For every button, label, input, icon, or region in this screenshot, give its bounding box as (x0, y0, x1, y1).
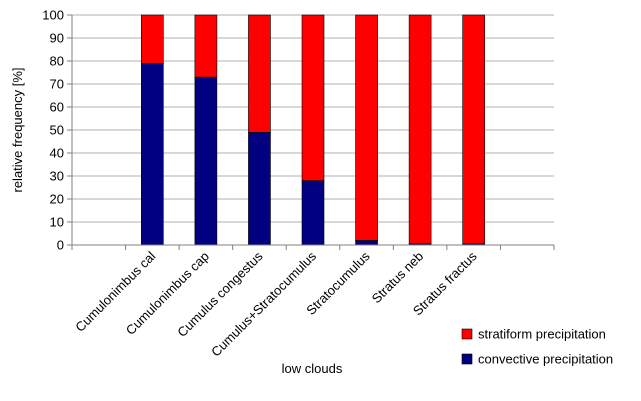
y-tick-label: 20 (50, 192, 64, 207)
y-tick-label: 100 (42, 8, 64, 23)
bars (141, 14, 485, 246)
y-axis-label: relative frequency [%] (10, 67, 25, 192)
bar-segment (301, 14, 325, 181)
bar-segment (408, 14, 432, 245)
bar-segment (194, 76, 218, 246)
legend-swatch (461, 353, 473, 365)
bar-segment (355, 14, 378, 241)
y-tick-label: 0 (57, 238, 64, 253)
y-tick-label: 80 (50, 54, 64, 69)
bar-segment (248, 14, 271, 133)
bar-segment (194, 14, 218, 78)
bar-segment (141, 62, 164, 246)
bar-segment (355, 240, 378, 246)
y-tick-label: 30 (50, 169, 64, 184)
y-tick-label: 10 (50, 215, 64, 230)
bar-segment (141, 14, 164, 64)
legend-label: stratiform precipitation (478, 327, 606, 342)
bar-segment (462, 14, 485, 245)
y-tick-label: 90 (50, 31, 64, 46)
legend-label: convective precipitation (478, 352, 613, 367)
x-axis-label: low clouds (282, 361, 343, 376)
y-tick-label: 50 (50, 123, 64, 138)
y-tick-label: 70 (50, 77, 64, 92)
y-tick-label: 60 (50, 100, 64, 115)
legend: stratiform precipitation convective preci… (461, 327, 613, 367)
x-tick-label: Stratus neb (369, 249, 427, 307)
x-tick-label: Cumulus+Stratocumulus (208, 248, 319, 359)
bar-segment (301, 180, 325, 246)
legend-swatch (461, 328, 473, 340)
bar-segment (248, 132, 271, 246)
y-tick-labels: 0 10 20 30 40 50 60 70 80 90 100 (42, 8, 72, 253)
y-tick-label: 40 (50, 146, 64, 161)
